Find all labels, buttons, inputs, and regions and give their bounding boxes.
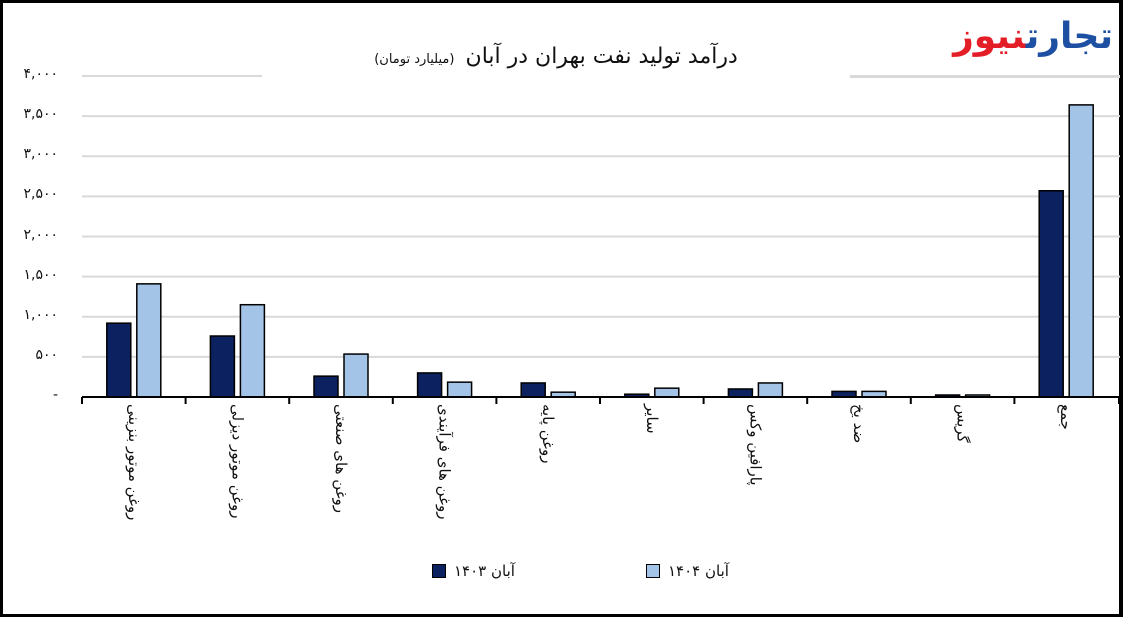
x-category-label: ضد یخ (850, 404, 868, 444)
bar-1403 (727, 388, 754, 398)
x-category-label: سایر (642, 404, 661, 434)
bar-1403 (106, 322, 132, 398)
x-category-label: روغن موتور دیزلی (228, 404, 247, 519)
legend-label-1403: آبان ۱۴۰۳ (454, 562, 515, 580)
bar-1404 (757, 382, 784, 398)
x-category-label: روغن های فرآیندی (435, 404, 454, 520)
bar-1403 (209, 335, 236, 398)
brand-logo: تجارتنیوز (953, 14, 1114, 60)
bar-1404 (136, 283, 162, 398)
chart-title: درآمد تولید نفت بهران در آبان (میلیارد ت… (262, 44, 850, 69)
legend-swatch-1403 (432, 564, 446, 578)
x-category-label: جمع (1057, 404, 1076, 430)
y-tick-label: ۵۰۰ (35, 346, 58, 363)
y-tick-label: ۳,۰۰۰ (23, 146, 58, 163)
chart-title-unit: (میلیارد تومان) (374, 52, 455, 67)
bar-1403 (520, 382, 546, 398)
bar-1404 (239, 303, 266, 398)
chart-title-main: درآمد تولید نفت بهران در آبان (465, 44, 738, 69)
x-category-label: روغن موتور بنزینی (124, 404, 143, 521)
y-tick-label: ۱,۵۰۰ (23, 266, 58, 283)
y-tick-label: ۱,۰۰۰ (23, 306, 58, 323)
legend-item-1403: آبان ۱۴۰۳ (432, 562, 515, 580)
y-tick-label: ۲,۰۰۰ (23, 226, 58, 243)
legend-swatch-1404 (646, 564, 660, 578)
bar-1404 (1068, 104, 1094, 398)
bar-1403 (313, 375, 339, 398)
bar-1403 (416, 372, 443, 398)
bar-1404 (446, 381, 473, 398)
logo-text-tejarat: تجارت (1025, 16, 1114, 57)
legend-label-1404: آبان ۱۴۰۴ (668, 562, 729, 580)
bar-1404 (654, 387, 680, 398)
y-tick-label: ۴,۰۰۰ (23, 66, 58, 82)
bar-1404 (343, 353, 369, 398)
y-tick-label: ۲,۵۰۰ (23, 186, 58, 203)
bar-1403 (1038, 190, 1064, 398)
legend-item-1404: آبان ۱۴۰۴ (646, 562, 729, 580)
y-tick-label: - (52, 387, 58, 403)
x-category-label: گریس (953, 404, 972, 443)
x-category-label: روغن پایه (539, 404, 558, 464)
y-tick-label: ۳,۵۰۰ (23, 106, 58, 123)
x-category-label: پارافین وکس (746, 404, 765, 486)
x-category-label: روغن های صنعتی (332, 404, 350, 514)
logo-text-news: نیوز (953, 16, 1027, 57)
